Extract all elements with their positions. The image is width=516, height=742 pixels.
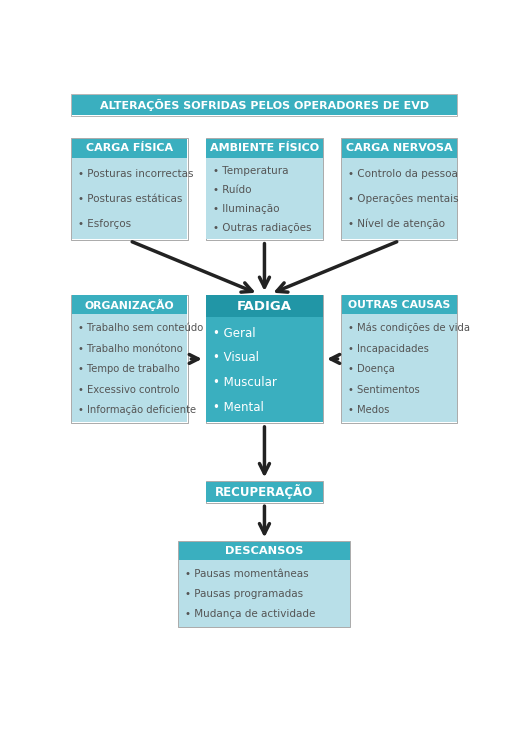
- Bar: [206, 317, 322, 422]
- Text: • Más condições de vida: • Más condições de vida: [348, 323, 470, 333]
- Bar: [72, 295, 187, 314]
- Text: • Posturas estáticas: • Posturas estáticas: [78, 194, 183, 204]
- Bar: [342, 295, 457, 314]
- Text: • Operações mentais: • Operações mentais: [348, 194, 459, 204]
- Text: • Pausas programadas: • Pausas programadas: [185, 589, 303, 600]
- Bar: [342, 139, 457, 157]
- Bar: [72, 139, 187, 157]
- Text: ALTERAÇÕES SOFRIDAS PELOS OPERADORES DE EVD: ALTERAÇÕES SOFRIDAS PELOS OPERADORES DE …: [100, 99, 429, 111]
- Text: • Tempo de trabalho: • Tempo de trabalho: [78, 364, 180, 374]
- Text: • Doença: • Doença: [348, 364, 395, 374]
- Text: • Incapacidades: • Incapacidades: [348, 344, 429, 354]
- Text: • Esforços: • Esforços: [78, 219, 132, 229]
- Text: • Pausas momentâneas: • Pausas momentâneas: [185, 569, 309, 580]
- Text: • Controlo da pessoa: • Controlo da pessoa: [348, 168, 458, 179]
- Bar: [72, 138, 188, 240]
- Text: • Sentimentos: • Sentimentos: [348, 384, 420, 395]
- Text: • Trabalho monótono: • Trabalho monótono: [78, 344, 183, 354]
- Text: • Geral: • Geral: [213, 326, 255, 340]
- Bar: [72, 157, 187, 239]
- Text: • Informação deficiente: • Informação deficiente: [78, 405, 197, 416]
- Bar: [72, 95, 457, 115]
- Bar: [206, 139, 322, 157]
- Text: CARGA FÍSICA: CARGA FÍSICA: [86, 143, 173, 154]
- Bar: [72, 94, 457, 116]
- Bar: [179, 560, 350, 626]
- Bar: [205, 481, 324, 502]
- Text: ORGANIZAÇÃO: ORGANIZAÇÃO: [85, 298, 174, 311]
- Text: • Ruído: • Ruído: [213, 186, 251, 195]
- Bar: [341, 295, 457, 423]
- Bar: [205, 138, 324, 240]
- Text: • Posturas incorrectas: • Posturas incorrectas: [78, 168, 194, 179]
- Text: • Visual: • Visual: [213, 352, 259, 364]
- Bar: [179, 542, 350, 560]
- Text: • Temperatura: • Temperatura: [213, 166, 288, 177]
- Text: OUTRAS CAUSAS: OUTRAS CAUSAS: [348, 300, 450, 309]
- Bar: [206, 295, 322, 317]
- Text: • Muscular: • Muscular: [213, 376, 277, 390]
- Text: FADIGA: FADIGA: [237, 300, 292, 312]
- Text: CARGA NERVOSA: CARGA NERVOSA: [346, 143, 453, 154]
- Text: DESCANSOS: DESCANSOS: [225, 546, 303, 556]
- Bar: [72, 295, 188, 423]
- Text: • Excessivo controlo: • Excessivo controlo: [78, 384, 180, 395]
- Bar: [179, 541, 350, 627]
- Text: • Medos: • Medos: [348, 405, 390, 416]
- Bar: [342, 157, 457, 239]
- Bar: [341, 138, 457, 240]
- Text: • Trabalho sem conteúdo: • Trabalho sem conteúdo: [78, 324, 204, 333]
- Bar: [206, 482, 322, 502]
- Bar: [206, 157, 322, 239]
- Text: • Iluminação: • Iluminação: [213, 204, 279, 214]
- Bar: [205, 295, 324, 423]
- Text: AMBIENTE FÍSICO: AMBIENTE FÍSICO: [210, 143, 319, 154]
- Text: • Nível de atenção: • Nível de atenção: [348, 219, 445, 229]
- Text: RECUPERAÇÃO: RECUPERAÇÃO: [215, 485, 314, 499]
- Text: • Mental: • Mental: [213, 401, 263, 414]
- Bar: [342, 314, 457, 422]
- Text: • Mudança de actividade: • Mudança de actividade: [185, 609, 316, 620]
- Bar: [72, 314, 187, 422]
- Text: • Outras radiações: • Outras radiações: [213, 223, 311, 233]
